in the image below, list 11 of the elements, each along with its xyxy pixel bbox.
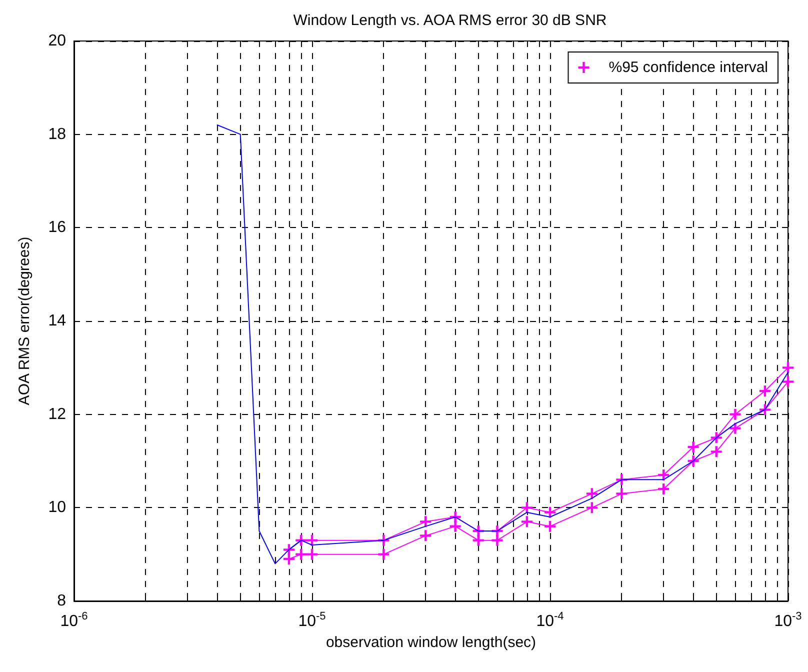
legend-label: %95 confidence interval	[608, 59, 768, 76]
y-tick-label: 16	[48, 219, 66, 236]
y-tick-label: 12	[48, 406, 66, 423]
y-tick-label: 20	[48, 32, 66, 50]
y-tick-label: 14	[48, 312, 66, 330]
y-axis-title: AOA RMS error(degrees)	[16, 236, 33, 406]
y-tick-label: 18	[48, 126, 66, 143]
y-tick-label: 8	[57, 592, 66, 610]
x-axis-title: observation window length(sec)	[326, 634, 536, 651]
chart-title: Window Length vs. AOA RMS error 30 dB SNR	[293, 12, 607, 29]
y-tick-label: 10	[48, 499, 66, 516]
